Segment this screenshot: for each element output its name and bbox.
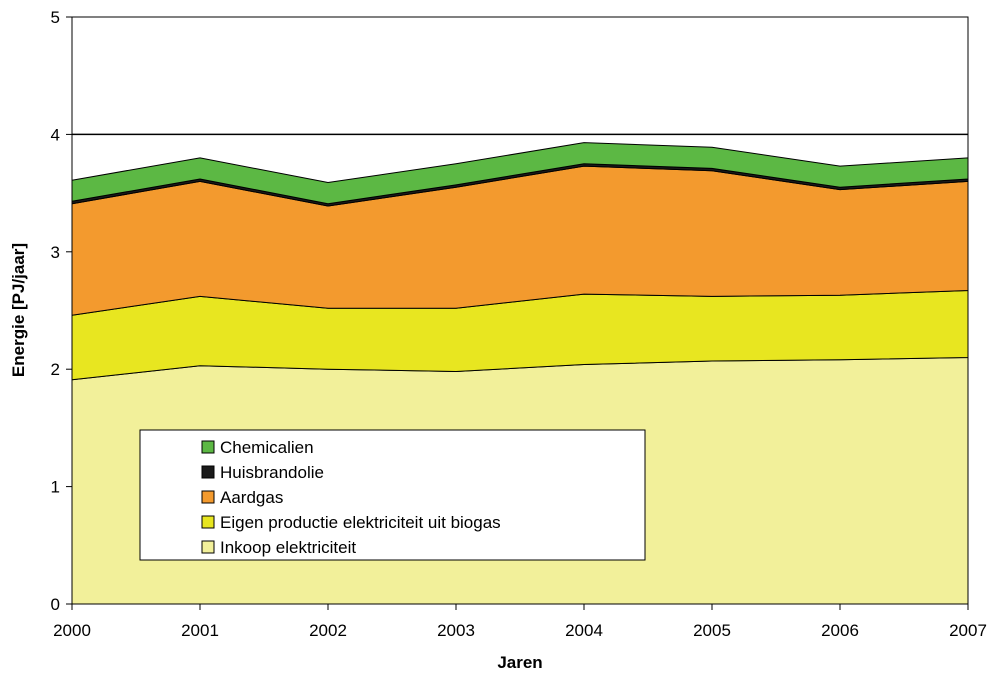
x-tick-label: 2001 (181, 621, 219, 640)
legend-item: Aardgas (201, 488, 283, 507)
legend-box (139, 429, 646, 561)
legend-swatch (201, 465, 215, 479)
y-axis-title: Energie [PJ/jaar] (9, 243, 28, 377)
x-tick-label: 2003 (437, 621, 475, 640)
x-tick-label: 2006 (821, 621, 859, 640)
legend-item: Chemicalien (201, 438, 314, 457)
legend-item: Inkoop elektriciteit (201, 538, 356, 557)
legend: Chemicalien Huisbrandolie Aardgas Eigen pro… (139, 429, 646, 561)
plot-area-frame (71, 16, 969, 605)
legend-swatch (201, 440, 215, 454)
legend-label: Eigen productie elektriciteit uit biogas (220, 513, 501, 532)
legend-swatch (201, 515, 215, 529)
x-axis: 2000 2001 2002 2003 2004 2005 2006 2007 (53, 604, 987, 640)
x-tick-label: 2002 (309, 621, 347, 640)
legend-swatch (201, 540, 215, 554)
x-tick-label: 2004 (565, 621, 603, 640)
x-tick-label: 2005 (693, 621, 731, 640)
y-axis: 0 1 2 3 4 5 (51, 8, 72, 614)
legend-label: Aardgas (220, 488, 283, 507)
legend-item: Huisbrandolie (201, 463, 324, 482)
legend-item: Eigen productie elektriciteit uit biogas (201, 513, 501, 532)
legend-swatch (201, 490, 215, 504)
legend-label: Chemicalien (220, 438, 314, 457)
x-axis-title: Jaren (497, 653, 542, 672)
y-tick-label: 3 (51, 243, 60, 262)
legend-label: Inkoop elektriciteit (220, 538, 356, 557)
x-tick-label: 2007 (949, 621, 987, 640)
y-tick-label: 5 (51, 8, 60, 27)
y-tick-label: 1 (51, 478, 60, 497)
legend-label: Huisbrandolie (220, 463, 324, 482)
y-tick-label: 2 (51, 360, 60, 379)
x-tick-label: 2000 (53, 621, 91, 640)
y-tick-label: 4 (51, 125, 60, 144)
y-tick-label: 0 (51, 595, 60, 614)
